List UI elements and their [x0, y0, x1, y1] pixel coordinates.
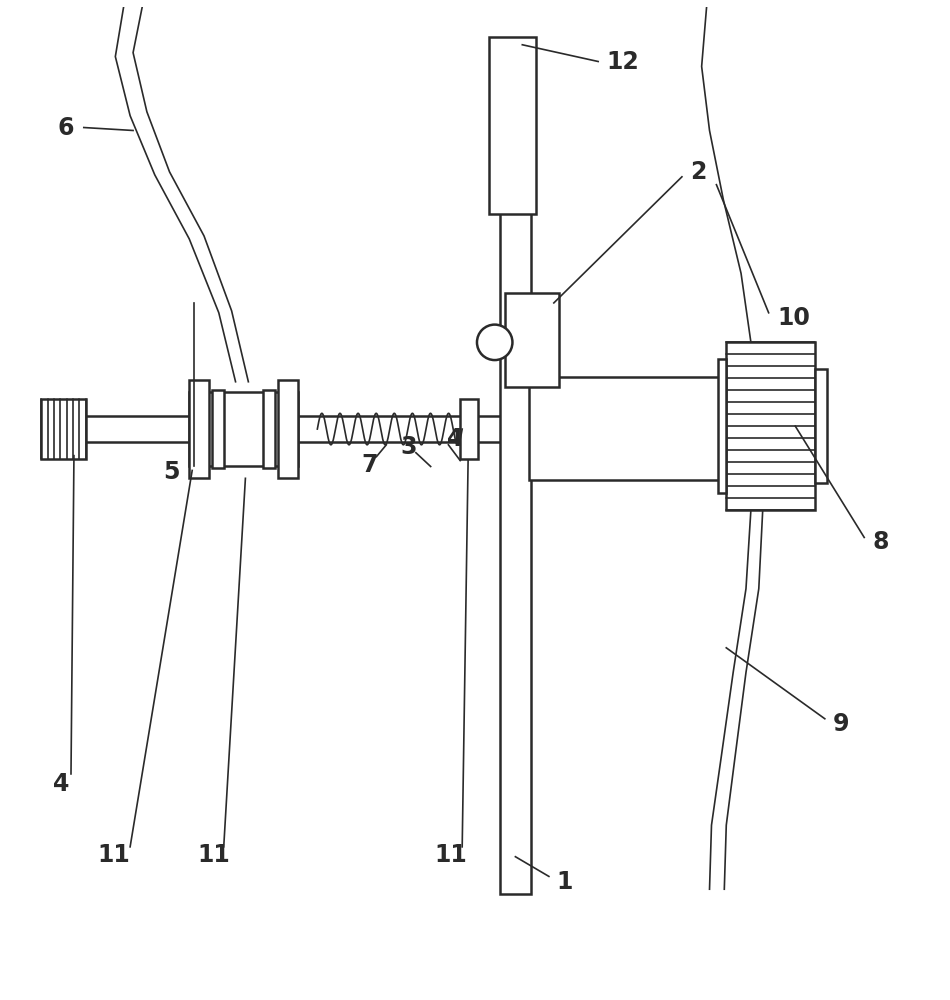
Text: 5: 5	[162, 460, 180, 484]
Text: 11: 11	[434, 843, 466, 867]
Bar	[278, 380, 297, 478]
Bar	[42, 399, 86, 459]
Text: 3: 3	[401, 435, 417, 459]
Text: 11: 11	[97, 843, 130, 867]
Text: 9: 9	[833, 712, 849, 736]
Bar	[504, 293, 559, 387]
Text: 12: 12	[606, 50, 638, 74]
Bar	[189, 380, 209, 478]
Bar	[263, 390, 275, 468]
Text: 6: 6	[57, 116, 74, 140]
Bar	[500, 86, 531, 894]
Text: 11: 11	[198, 843, 230, 867]
Text: 8: 8	[872, 530, 888, 554]
Text: 4: 4	[52, 772, 69, 796]
Bar	[718, 359, 726, 493]
Bar	[460, 399, 478, 459]
Bar	[212, 390, 224, 468]
Text: 7: 7	[361, 453, 378, 477]
Text: 2: 2	[690, 160, 706, 184]
Circle shape	[477, 325, 512, 360]
Bar	[529, 377, 726, 480]
Text: 1: 1	[557, 870, 573, 894]
Bar	[489, 37, 536, 214]
Bar	[189, 392, 297, 466]
Bar	[726, 342, 815, 510]
Text: 10: 10	[777, 306, 810, 330]
Text: 4: 4	[447, 427, 464, 451]
Bar	[815, 369, 826, 483]
